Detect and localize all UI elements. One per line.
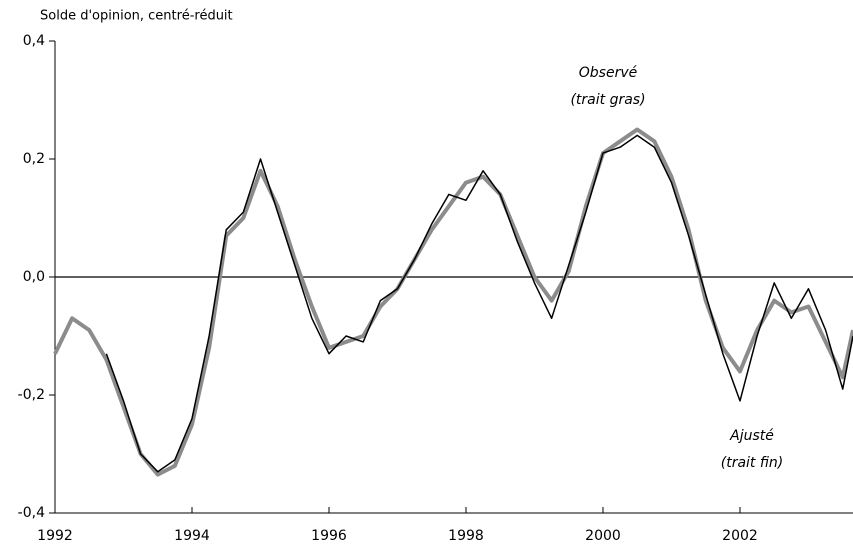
x-tick-label: 1992 bbox=[37, 528, 73, 544]
series-line bbox=[105, 134, 853, 473]
x-tick-label: 2002 bbox=[722, 528, 758, 544]
series-name: Ajusté bbox=[729, 428, 774, 444]
x-tick-label: 1996 bbox=[311, 528, 347, 544]
series-name: Observé bbox=[579, 65, 638, 81]
y-tick-label: 0,2 bbox=[23, 151, 45, 167]
series-note: (trait gras) bbox=[570, 92, 645, 108]
x-tick-label: 1998 bbox=[448, 528, 484, 544]
x-tick-label: 2000 bbox=[585, 528, 621, 544]
y-axis-label: Solde d'opinion, centré-réduit bbox=[40, 9, 233, 24]
y-tick-label: -0,2 bbox=[18, 387, 45, 403]
series-note: (trait fin) bbox=[721, 455, 784, 471]
series-line bbox=[53, 127, 853, 477]
x-tick-label: 1994 bbox=[174, 528, 210, 544]
y-tick-label: 0,4 bbox=[23, 33, 45, 49]
y-tick-label: -0,4 bbox=[18, 505, 45, 521]
y-tick-label: 0,0 bbox=[23, 269, 45, 285]
